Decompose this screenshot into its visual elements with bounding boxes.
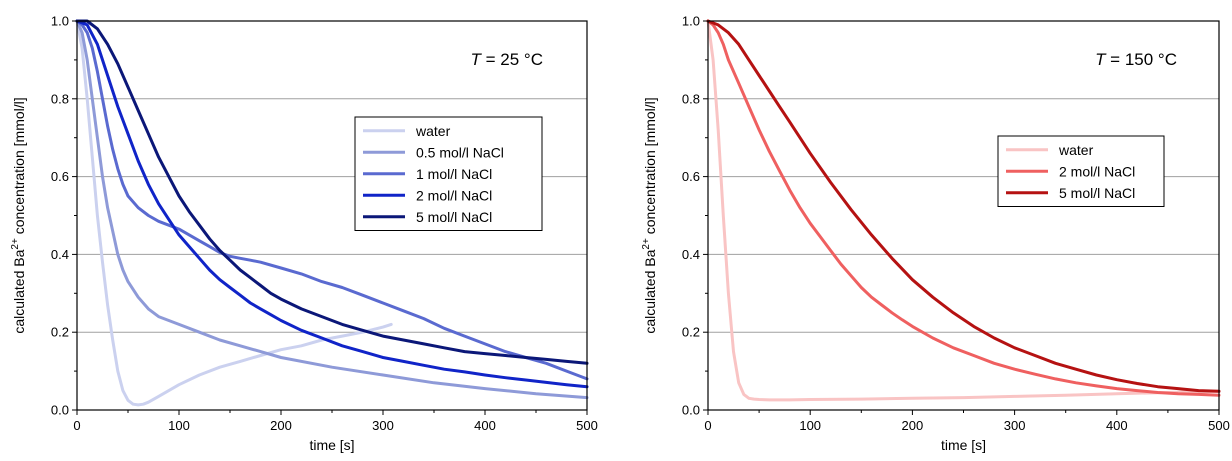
x-tick-label: 300: [1004, 418, 1026, 433]
y-tick-label: 1.0: [682, 14, 700, 29]
legend-label: 1 mol/l NaCl: [416, 166, 492, 182]
y-tick-label: 0.2: [682, 325, 700, 340]
legend-label: 2 mol/l NaCl: [1059, 163, 1135, 179]
x-axis-label: time [s]: [941, 437, 986, 453]
y-tick-label: 0.8: [51, 91, 69, 106]
x-tick-label: 300: [372, 418, 394, 433]
x-tick-label: 100: [168, 418, 190, 433]
series-line: [706, 19, 1221, 393]
x-tick-label: 400: [474, 418, 496, 433]
legend: water 2 mol/l NaCl 5 mol/l NaCl: [997, 135, 1165, 207]
y-tick-label: 0.6: [51, 169, 69, 184]
legend-label: water: [1058, 142, 1094, 158]
x-tick-label: 200: [270, 418, 292, 433]
x-tick-label: 500: [1208, 418, 1230, 433]
series-line: [75, 19, 589, 400]
y-tick-label: 0.4: [51, 247, 69, 262]
legend: water 0.5 mol/l NaCl 1 mol/l NaCl 2 mol/l N…: [354, 116, 543, 231]
y-tick-label: 0.4: [682, 247, 700, 262]
x-tick-label: 200: [902, 418, 924, 433]
chart-panel-2: 0 100 200 300 400 500 0.0 0.2 0.4 0.6 0.8 1.0 time […: [641, 14, 1230, 454]
temperature-annotation: T = 150 °C: [1095, 50, 1177, 69]
x-tick-label: 400: [1106, 418, 1128, 433]
legend-label: water: [415, 123, 451, 139]
y-axis-label: calculated Ba2+ concentration [mmol/l]: [10, 97, 27, 333]
y-tick-label: 1.0: [51, 14, 69, 29]
legend-label: 5 mol/l NaCl: [416, 209, 492, 225]
legend-label: 5 mol/l NaCl: [1059, 185, 1135, 201]
series-line: [75, 19, 393, 407]
y-tick-label: 0.6: [682, 169, 700, 184]
series-line: [706, 19, 1221, 397]
y-tick-label: 0.2: [51, 325, 69, 340]
y-tick-label: 0.0: [682, 403, 700, 418]
x-tick-label: 0: [73, 418, 80, 433]
series-line: [706, 19, 1221, 402]
legend-label: 2 mol/l NaCl: [416, 187, 492, 203]
legend-label: 0.5 mol/l NaCl: [416, 144, 504, 160]
x-tick-label: 0: [704, 418, 711, 433]
y-tick-label: 0.0: [51, 403, 69, 418]
series-line: [75, 19, 589, 389]
series-line: [75, 19, 589, 365]
y-tick-label: 0.8: [682, 91, 700, 106]
chart-panel-1: 0 100 200 300 400 500 0.0 0.2 0.4 0.6 0.8 1.0 time […: [10, 14, 598, 454]
temperature-annotation: T = 25 °C: [471, 50, 543, 69]
y-axis-label: calculated Ba2+ concentration [mmol/l]: [641, 97, 658, 333]
x-tick-label: 100: [799, 418, 821, 433]
x-axis-label: time [s]: [309, 437, 354, 453]
x-tick-label: 500: [576, 418, 598, 433]
